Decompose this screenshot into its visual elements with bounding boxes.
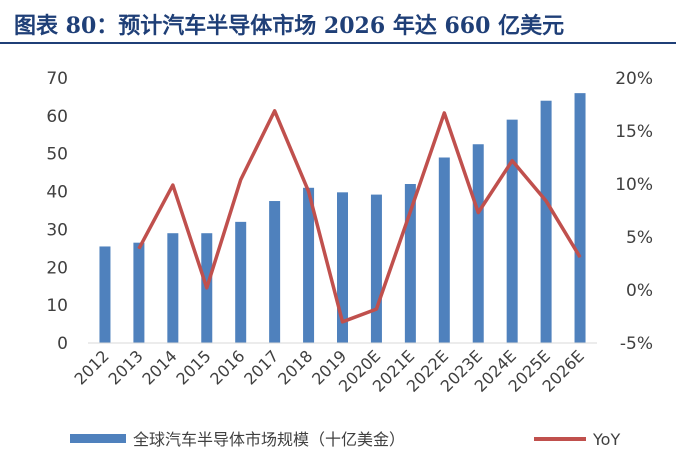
yoy-line (137, 109, 582, 324)
bar-2024E (506, 119, 518, 344)
yoy-point-2013 (138, 248, 140, 250)
legend-line-label: YoY (592, 430, 620, 449)
left-tick-label: 50 (46, 145, 68, 165)
x-tick-label: 2013 (105, 346, 147, 388)
legend: 全球汽车半导体市场规模（十亿美金） YoY (70, 430, 620, 449)
yoy-point-2021E (409, 211, 411, 213)
left-axis-ticks: 0 10 20 30 40 50 60 70 (46, 69, 68, 354)
x-tick-label: 2018 (274, 346, 316, 388)
right-axis-ticks: -5% 0% 5% 10% 15% 20% (615, 69, 653, 354)
bar-2012 (99, 246, 111, 343)
yoy-point-2018 (308, 190, 310, 192)
bar-2021E (404, 184, 416, 343)
x-tick-label: 2016 (206, 346, 248, 388)
yoy-point-2026E (579, 256, 581, 258)
bar-2025E (540, 100, 552, 343)
left-tick-label: 40 (46, 183, 68, 203)
left-tick-label: 10 (46, 296, 68, 316)
yoy-point-2014 (172, 184, 174, 186)
yoy-point-2025E (545, 200, 547, 202)
x-tick-label: 2014 (138, 346, 180, 388)
title-bar: 图表 80：预计汽车半导体市场 2026 年达 660 亿美元 (0, 0, 676, 44)
yoy-point-2023E (477, 212, 479, 214)
yoy-point-2015 (206, 287, 208, 289)
right-tick-label: 5% (626, 228, 653, 248)
bar-2023E (472, 144, 484, 343)
right-tick-label: 0% (626, 281, 653, 301)
bar-2018 (303, 187, 315, 343)
chart-title: 图表 80：预计汽车半导体市场 2026 年达 660 亿美元 (14, 13, 565, 39)
right-tick-label: 15% (615, 122, 653, 142)
bar-2019 (337, 192, 348, 343)
right-tick-label: 10% (615, 175, 653, 195)
left-tick-label: 30 (46, 220, 68, 240)
yoy-point-2017 (274, 110, 276, 112)
x-tick-label: 2015 (172, 346, 214, 388)
left-tick-label: 60 (46, 107, 68, 127)
legend-bar-label: 全球汽车半导体市场规模（十亿美金） (133, 430, 405, 449)
left-tick-label: 0 (57, 334, 68, 354)
line-series (137, 109, 582, 324)
bar-series (99, 93, 586, 344)
legend-bar-swatch (70, 434, 126, 443)
bar-2013 (133, 242, 145, 343)
right-tick-label: 20% (615, 69, 653, 89)
x-axis-ticks: 201220132014201520162017201820192020E202… (71, 342, 597, 396)
bar-2020E (370, 194, 382, 343)
bar-2017 (269, 201, 281, 343)
bar-2014 (167, 233, 179, 343)
yoy-point-2019 (342, 321, 343, 323)
left-tick-label: 20 (46, 258, 68, 278)
yoy-point-2020E (375, 308, 377, 310)
right-tick-label: -5% (620, 334, 653, 354)
yoy-point-2024E (511, 160, 513, 162)
x-tick-label: 2012 (71, 346, 113, 388)
bar-2026E (574, 93, 586, 344)
left-tick-label: 70 (46, 69, 68, 89)
yoy-point-2016 (240, 179, 242, 181)
x-tick-label: 2017 (240, 346, 282, 388)
bar-2016 (235, 221, 247, 343)
bar-2022E (438, 157, 450, 343)
yoy-point-2022E (443, 112, 445, 114)
